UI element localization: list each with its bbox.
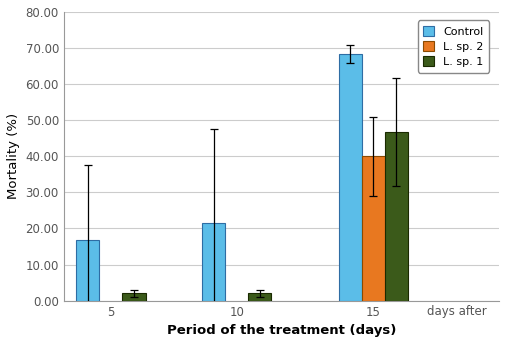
Bar bbox=[361, 156, 384, 301]
X-axis label: Period of the treatment (days): Period of the treatment (days) bbox=[166, 324, 395, 337]
Bar bbox=[248, 293, 271, 301]
Bar bbox=[384, 132, 407, 301]
Bar bbox=[122, 293, 145, 301]
Legend: Control, L. sp. 2, L. sp. 1: Control, L. sp. 2, L. sp. 1 bbox=[417, 20, 488, 73]
Y-axis label: Mortality (%): Mortality (%) bbox=[7, 113, 20, 200]
Bar bbox=[338, 54, 361, 301]
Bar bbox=[76, 240, 99, 301]
Bar bbox=[202, 223, 225, 301]
